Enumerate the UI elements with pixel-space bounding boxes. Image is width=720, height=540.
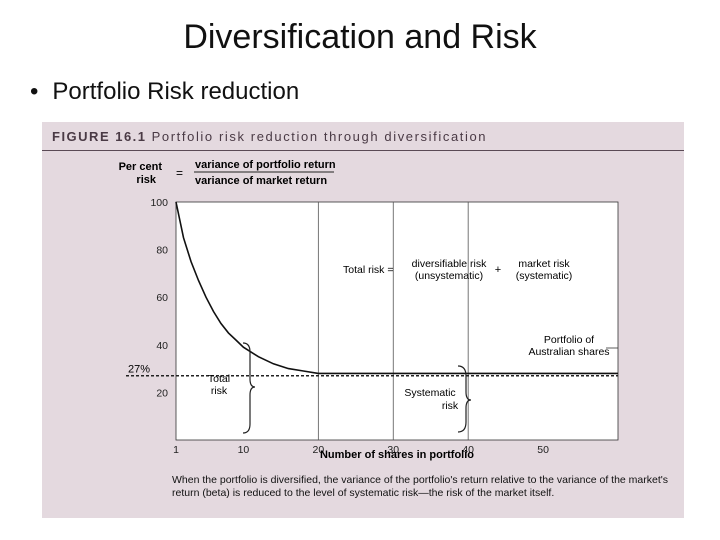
risk-chart: Per cent risk = variance of portfolio re… <box>119 159 619 461</box>
figure-label: FIGURE 16.1 <box>52 129 147 144</box>
portfolio-callout-line2: Australian shares <box>528 346 609 358</box>
portfolio-callout-line1: Portfolio of <box>544 334 594 346</box>
y-formula-left-line1: Per cent <box>119 161 163 173</box>
total-risk-label-line2: risk <box>211 385 228 397</box>
y-tick-label-100: 100 <box>150 197 168 209</box>
plot-frame <box>175 201 619 441</box>
slide-title: Diversification and Risk <box>183 18 537 56</box>
portfolio-callout: Portfolio of Australian shares <box>528 334 618 358</box>
y-tick-label-20: 20 <box>156 387 168 399</box>
bullet-item: • Portfolio Risk reduction <box>30 78 299 106</box>
figure-heading: FIGURE 16.1 Portfolio risk reduction thr… <box>52 129 487 144</box>
bullet-text: Portfolio Risk reduction <box>52 78 300 105</box>
figure-caption: When the portfolio is diversified, the v… <box>172 474 669 499</box>
equation-plus: + <box>495 264 501 276</box>
systematic-risk-label-line2: risk <box>442 400 459 412</box>
y-tick-label-80: 80 <box>156 245 168 257</box>
equation-diversifiable-line1: diversifiable risk <box>412 258 487 270</box>
total-risk-label-line1: Total <box>208 373 230 385</box>
y-formula-numerator: variance of portfolio return <box>195 159 336 171</box>
risk-equation: Total risk = diversifiable risk (unsyste… <box>343 258 572 282</box>
bullet-symbol: • <box>30 78 39 105</box>
systematic-risk-brace <box>457 365 472 433</box>
figure-panel: FIGURE 16.1 Portfolio risk reduction thr… <box>42 122 684 518</box>
equation-market-line2: (systematic) <box>516 270 573 282</box>
x-tick-label-20: 20 <box>312 444 324 456</box>
x-tick-label-40: 40 <box>462 444 474 456</box>
y-tick-label-40: 40 <box>156 340 168 352</box>
systematic-risk-callout: Systematic risk <box>404 365 472 433</box>
y-formula-denominator: variance of market return <box>195 175 327 187</box>
y-formula-equals: = <box>176 166 183 180</box>
equation-diversifiable-line2: (unsystematic) <box>415 270 483 282</box>
figure-heading-text: Portfolio risk reduction through diversi… <box>151 129 488 144</box>
plot-area: 20 40 60 80 100 1 10 20 30 40 50 27% Number of sh… <box>126 197 619 461</box>
portfolio-risk-curve <box>175 201 618 375</box>
equation-market-line1: market risk <box>518 258 570 270</box>
x-tick-label-50: 50 <box>537 444 549 456</box>
equation-total: Total risk = <box>343 264 393 276</box>
x-axis-label: Number of shares in portfolio <box>320 449 474 461</box>
x-tick-label-1: 1 <box>173 444 179 456</box>
systematic-risk-label-line1: Systematic <box>404 387 455 399</box>
total-risk-brace <box>242 342 256 434</box>
market-risk-reference-label: 27% <box>128 364 150 376</box>
y-tick-label-60: 60 <box>156 292 168 304</box>
y-formula-left-line2: risk <box>136 174 156 186</box>
x-tick-label-10: 10 <box>238 444 250 456</box>
total-risk-callout: Total risk <box>208 342 256 434</box>
x-tick-label-30: 30 <box>387 444 399 456</box>
